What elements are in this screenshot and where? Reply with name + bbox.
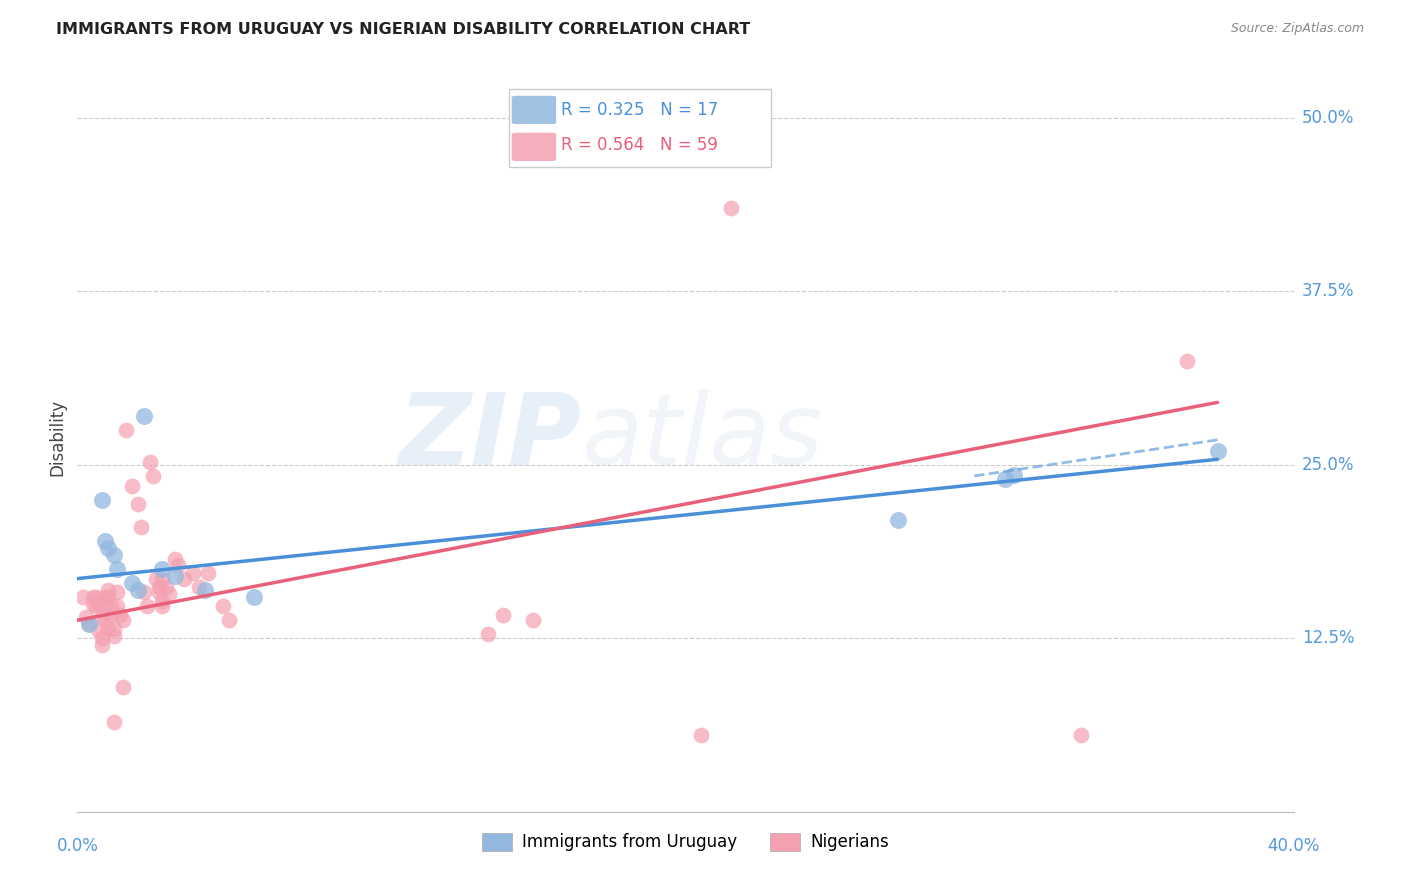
Point — [93, 613, 115, 627]
Point — [103, 622, 125, 636]
Point — [127, 497, 149, 511]
Point — [87, 624, 110, 639]
Point — [100, 599, 122, 614]
Point — [115, 423, 138, 437]
Point — [163, 569, 186, 583]
Point — [79, 617, 101, 632]
Point — [108, 607, 131, 622]
Point — [103, 628, 125, 642]
Text: 40.0%: 40.0% — [1267, 837, 1320, 855]
Point — [197, 566, 219, 580]
Point — [1175, 353, 1198, 368]
Point — [84, 590, 107, 604]
Point — [1206, 444, 1229, 458]
Text: atlas: atlas — [582, 389, 824, 485]
Point — [218, 613, 240, 627]
Point — [148, 580, 170, 594]
Point — [157, 587, 180, 601]
Point — [90, 492, 112, 507]
Point — [82, 597, 104, 611]
Point — [79, 617, 101, 632]
Point — [145, 572, 167, 586]
Text: 37.5%: 37.5% — [1302, 283, 1354, 301]
Point — [82, 590, 104, 604]
Point — [163, 552, 186, 566]
Point — [97, 541, 120, 555]
Point — [155, 580, 177, 594]
Point — [134, 585, 156, 599]
Text: Source: ZipAtlas.com: Source: ZipAtlas.com — [1230, 22, 1364, 36]
Point — [121, 478, 143, 492]
Point — [152, 594, 174, 608]
Text: 25.0%: 25.0% — [1302, 456, 1354, 474]
Point — [994, 472, 1017, 486]
Point — [93, 599, 115, 614]
Point — [105, 562, 128, 576]
Point — [152, 572, 174, 586]
Point — [194, 582, 217, 597]
Point — [152, 599, 174, 614]
Point — [477, 627, 499, 641]
Point — [75, 610, 97, 624]
Point — [136, 599, 159, 614]
Text: ZIP: ZIP — [399, 389, 582, 485]
Point — [887, 513, 910, 527]
Point — [689, 728, 711, 742]
Point — [105, 585, 128, 599]
Point — [522, 613, 544, 627]
Point — [97, 582, 120, 597]
Point — [97, 590, 120, 604]
Point — [93, 590, 115, 604]
Text: 50.0%: 50.0% — [1302, 109, 1354, 127]
Point — [1002, 467, 1025, 482]
Point — [152, 562, 174, 576]
Point — [111, 613, 134, 627]
Point — [103, 548, 125, 562]
Point — [97, 622, 120, 636]
Point — [242, 590, 264, 604]
Text: 0.0%: 0.0% — [56, 837, 98, 855]
Point — [87, 597, 110, 611]
Point — [166, 558, 188, 572]
Y-axis label: Disability: Disability — [48, 399, 66, 475]
Point — [142, 469, 165, 483]
Point — [121, 575, 143, 590]
Point — [103, 714, 125, 729]
Point — [90, 610, 112, 624]
Point — [1070, 728, 1092, 742]
Point — [90, 632, 112, 646]
Point — [492, 607, 515, 622]
Point — [139, 455, 162, 469]
Point — [111, 680, 134, 694]
Point — [93, 534, 115, 549]
Point — [90, 638, 112, 652]
Point — [72, 590, 94, 604]
Point — [105, 599, 128, 614]
Point — [173, 572, 195, 586]
Point — [148, 585, 170, 599]
Point — [134, 409, 156, 424]
Point — [188, 580, 211, 594]
Point — [212, 599, 235, 614]
Text: 12.5%: 12.5% — [1302, 629, 1354, 648]
Point — [181, 566, 204, 580]
Point — [720, 201, 742, 215]
Point — [84, 599, 107, 614]
Text: IMMIGRANTS FROM URUGUAY VS NIGERIAN DISABILITY CORRELATION CHART: IMMIGRANTS FROM URUGUAY VS NIGERIAN DISA… — [56, 22, 751, 37]
Point — [100, 607, 122, 622]
Legend: Immigrants from Uruguay, Nigerians: Immigrants from Uruguay, Nigerians — [474, 824, 897, 860]
Point — [129, 520, 152, 534]
Point — [127, 582, 149, 597]
